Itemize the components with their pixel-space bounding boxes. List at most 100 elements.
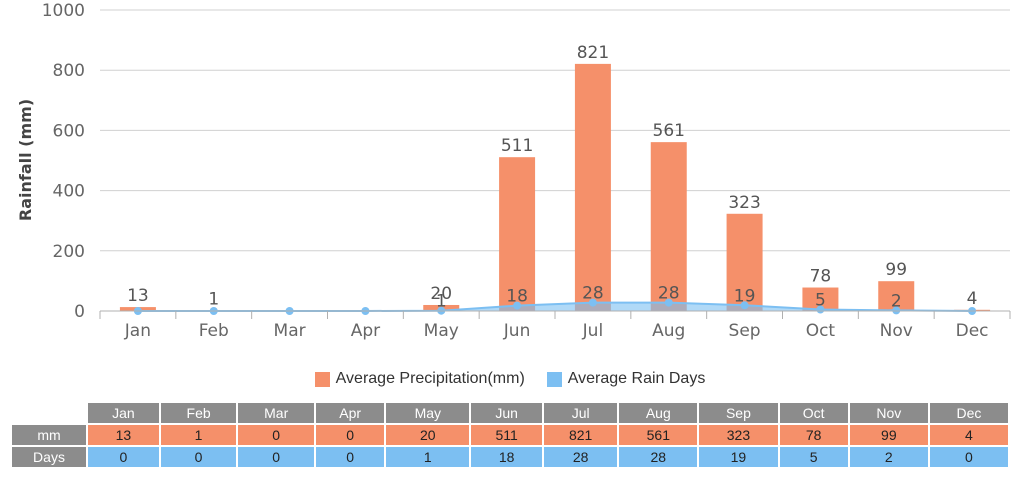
table-row: mm 13 1 0 0 20 511 821 561 323 78 99 4: [12, 425, 1008, 445]
bar-value-label: 511: [501, 136, 533, 156]
x-tick-label: Jul: [582, 321, 604, 341]
bar-value-label: 99: [885, 260, 907, 280]
x-tick-label: Apr: [351, 321, 380, 341]
table-month-header: Jul: [544, 403, 618, 423]
x-tick-label: Feb: [199, 321, 229, 341]
table-cell: 2: [849, 447, 928, 467]
y-axis-label: Rainfall (mm): [16, 99, 35, 221]
table-cell: 0: [238, 425, 315, 445]
precipitation-bar: [650, 142, 687, 311]
table-cell: 18: [471, 447, 543, 467]
x-tick-label: Aug: [652, 321, 685, 341]
x-tick-label: Dec: [956, 321, 989, 341]
table-cell: 0: [160, 447, 237, 467]
rain-days-value-label: 19: [734, 286, 756, 306]
table-cell: 99: [849, 425, 928, 445]
table-cell: 1: [386, 447, 470, 467]
rain-days-point: [664, 298, 673, 307]
legend-item-precipitation[interactable]: Average Precipitation(mm): [314, 368, 525, 390]
bar-value-label: 561: [653, 121, 685, 141]
data-table: Jan Feb Mar Apr May Jun Jul Aug Sep Oct Nov Dec mm 1…: [10, 401, 1010, 469]
bar-value-label: 821: [577, 43, 609, 63]
table-cell: 5: [779, 447, 848, 467]
legend-item-rain-days[interactable]: Average Rain Days: [546, 368, 706, 390]
table-month-header: Nov: [849, 403, 928, 423]
table-row-label: Days: [12, 447, 86, 467]
table-cell: 28: [619, 447, 698, 467]
table-month-header: Aug: [619, 403, 698, 423]
y-axis-ticks: 0 200 400 600 800 1000: [42, 1, 85, 322]
bar-value-label: 13: [127, 286, 149, 306]
x-tick-label: Sep: [729, 321, 761, 341]
rain-days-value-label: 28: [582, 284, 604, 304]
table-row: Days 0 0 0 0 1 18 28 28 19 5 2 0: [12, 447, 1008, 467]
rain-days-area-fill: [137, 302, 973, 311]
x-tick-label: Jan: [124, 321, 151, 341]
table-cell: 821: [544, 425, 618, 445]
table-month-header: Jan: [88, 403, 159, 423]
table-cell: 323: [699, 425, 778, 445]
table-cell: 0: [929, 447, 1008, 467]
y-tick-label: 200: [53, 242, 85, 262]
rain-days-point: [740, 301, 749, 310]
rain-days-point: [513, 301, 522, 310]
table-cell: 20: [386, 425, 470, 445]
y-tick-label: 0: [74, 302, 85, 322]
table-month-header: Jun: [471, 403, 543, 423]
table-cell: 13: [88, 425, 159, 445]
rain-days-value-label: 18: [506, 287, 528, 307]
table-month-header: Dec: [929, 403, 1008, 423]
bar-value-label: 4: [967, 289, 978, 309]
table-month-header: Oct: [779, 403, 848, 423]
table-header-row: Jan Feb Mar Apr May Jun Jul Aug Sep Oct Nov Dec: [12, 403, 1008, 423]
table-cell: 0: [316, 425, 385, 445]
x-tick-label: May: [424, 321, 459, 341]
bar-value-label: 323: [728, 193, 760, 213]
table-cell: 0: [88, 447, 159, 467]
x-tick-label: Nov: [880, 321, 913, 341]
precipitation-bar: [499, 157, 536, 311]
y-tick-label: 600: [53, 121, 85, 141]
precipitation-swatch: [314, 371, 330, 387]
bar-value-label: 1: [208, 290, 219, 310]
table-cell: 4: [929, 425, 1008, 445]
precipitation-bar: [574, 63, 611, 312]
table-cell: 19: [699, 447, 778, 467]
legend-label-rain-days: Average Rain Days: [567, 370, 706, 387]
precipitation-bar: [726, 213, 763, 311]
table-cell: 1: [160, 425, 237, 445]
rain-days-point: [892, 306, 901, 315]
table-cell: 28: [544, 447, 618, 467]
y-tick-label: 800: [53, 61, 85, 81]
x-tick-label: Oct: [806, 321, 836, 341]
table-cell: 561: [619, 425, 698, 445]
x-tick-label: Jun: [503, 321, 531, 341]
rain-days-value-label: 28: [658, 284, 680, 304]
table-cell: 78: [779, 425, 848, 445]
table-row-label: mm: [12, 425, 86, 445]
rain-days-value-label: 2: [891, 291, 902, 311]
rain-days-value-label: 1: [436, 292, 447, 312]
legend: Average Precipitation(mm) Average Rain D…: [0, 368, 1020, 390]
table-cell: 511: [471, 425, 543, 445]
precipitation-bar: [878, 281, 915, 311]
rain-days-area: [133, 298, 977, 315]
table-month-header: Apr: [316, 403, 385, 423]
y-tick-label: 400: [53, 182, 85, 202]
table-month-header: May: [386, 403, 470, 423]
table-month-header: Feb: [160, 403, 237, 423]
rain-days-swatch: [546, 371, 562, 387]
gridlines: [100, 9, 1010, 252]
rain-days-point: [588, 298, 597, 307]
table-month-header: Mar: [238, 403, 315, 423]
table-cell: 0: [238, 447, 315, 467]
bar-value-label: 20: [430, 284, 452, 304]
rain-days-value-label: 5: [815, 290, 826, 310]
x-tick-label: Mar: [274, 321, 306, 341]
legend-label-precipitation: Average Precipitation(mm): [335, 370, 525, 387]
table-cell: 0: [316, 447, 385, 467]
precipitation-bars: [119, 63, 991, 312]
bar-value-label: 78: [810, 267, 832, 287]
